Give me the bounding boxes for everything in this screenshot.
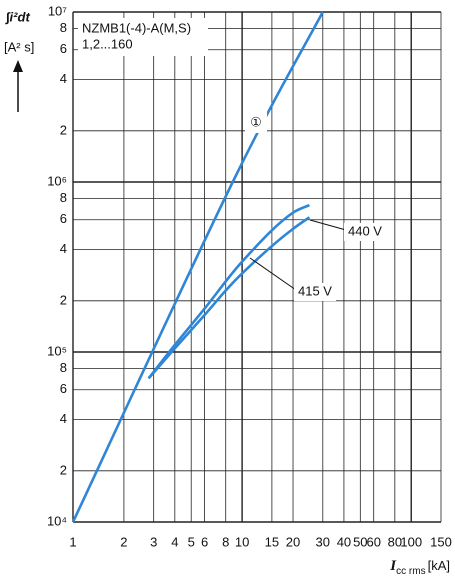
label-background [245,111,267,133]
x-tick-label: 4 [171,534,178,549]
series-label: 415 V [298,283,332,298]
label-background [294,283,336,301]
y-tick-label: 4 [60,411,67,426]
y-tick-label: 8 [60,190,67,205]
y-tick-label: 10⁴ [47,513,67,528]
x-tick-label: 50 [353,534,367,549]
y-tick-label: 2 [60,462,67,477]
x-tick-label: 8 [222,534,229,549]
y-tick-label: 2 [60,122,67,137]
y-tick-label: 10⁵ [47,343,67,358]
x-tick-label: 20 [286,534,300,549]
y-tick-label: 4 [60,241,67,256]
y-tick-label: 8 [60,360,67,375]
y-tick-label: 4 [60,71,67,86]
x-tick-label: 60 [366,534,380,549]
annotation: 1,2...160 [82,36,133,51]
y-tick-label: 6 [60,211,67,226]
y-axis-unit: [A² s] [4,39,34,54]
x-tick-label: 15 [265,534,279,549]
y-tick-label: 6 [60,41,67,56]
curve [71,11,324,523]
series-label: 440 V [348,223,382,238]
x-tick-label: 150 [430,534,452,549]
x-tick-label: 80 [388,534,402,549]
x-tick-label: 40 [337,534,351,549]
x-tick-label: 3 [150,534,157,549]
curve [147,216,311,380]
annotation-background [78,18,208,56]
y-tick-label: 6 [60,381,67,396]
leader-line [249,257,297,291]
annotation: NZMB1(-4)-A(M,S) [82,20,191,35]
x-tick-label: 5 [188,534,195,549]
x-tick-label: 1 [69,534,76,549]
x-tick-label: 30 [316,534,330,549]
y-tick-label: 10⁶ [47,173,67,188]
y-tick-label: 8 [60,20,67,35]
y-axis-label: ∫i²dt [5,9,30,24]
curve [147,204,310,380]
x-axis-label: Icc rms [kA] [389,558,450,576]
x-tick-label: 6 [201,534,208,549]
y-tick-label: 10⁷ [48,3,67,18]
axis-arrow-head [13,60,23,72]
x-tick-label: 100 [400,534,422,549]
label-background [344,223,386,241]
x-tick-label: 2 [120,534,127,549]
y-tick-label: 2 [60,292,67,307]
grid [72,11,442,523]
leader-line [309,219,347,231]
series-label: ① [250,114,262,129]
x-tick-label: 10 [235,534,249,549]
